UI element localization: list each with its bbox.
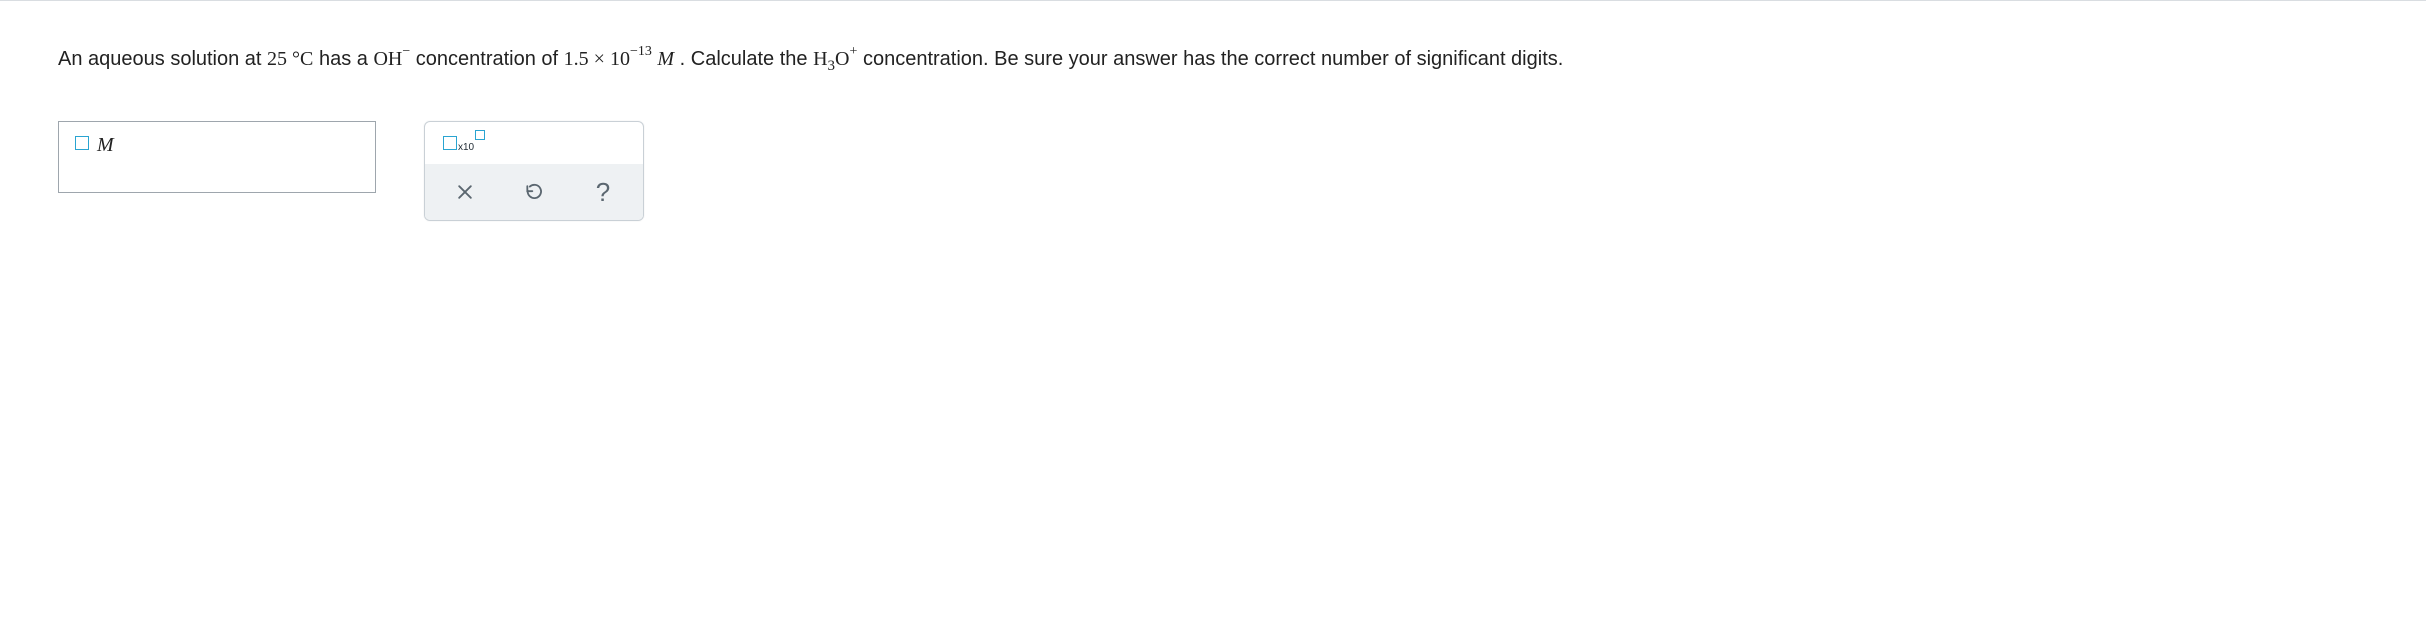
q-conc-base: 10 (610, 48, 630, 70)
q-species2-h: H (813, 48, 827, 70)
input-toolbox: x10 ? (424, 121, 644, 221)
toolbox-row-formats: x10 (425, 122, 643, 164)
q-conc-exp: −13 (630, 44, 652, 59)
q-text-pre: An aqueous solution at (58, 48, 267, 70)
q-text-mid3: . Calculate the (680, 48, 813, 70)
q-conc-times: × (589, 48, 610, 70)
q-species1-base: OH (373, 48, 402, 70)
q-text-mid2: concentration of (416, 48, 564, 70)
clear-button[interactable] (447, 174, 483, 210)
reset-button[interactable] (516, 174, 552, 210)
sci-x10-label: x10 (458, 142, 474, 153)
q-temp-unit: °C (287, 48, 313, 70)
q-conc: 1.5 × 10−13 (564, 48, 652, 70)
q-temp-value: 25 (267, 48, 287, 70)
toolbox-row-actions: ? (425, 164, 643, 220)
q-text-tail: concentration. Be sure your answer has t… (863, 48, 1563, 70)
sci-base-icon (443, 136, 457, 150)
q-conc-unit: M (657, 48, 674, 70)
q-text-mid1: has a (319, 48, 373, 70)
sci-exponent-icon (475, 130, 485, 140)
answer-input-box[interactable]: M (58, 121, 376, 193)
q-conc-coeff: 1.5 (564, 48, 589, 70)
answer-placeholder-icon (75, 136, 89, 150)
q-species1-sup: − (402, 44, 410, 59)
help-button[interactable]: ? (585, 174, 621, 210)
work-area: M x10 (58, 121, 2368, 221)
close-icon (455, 182, 475, 202)
q-species2-sub: 3 (828, 58, 836, 74)
q-species2-o: O (835, 48, 849, 70)
answer-unit: M (97, 134, 114, 157)
q-species2-sup: + (849, 44, 857, 59)
undo-icon (524, 182, 544, 202)
scientific-notation-button[interactable]: x10 (439, 132, 489, 154)
question-text: An aqueous solution at 25 °C has a OH− c… (58, 39, 2368, 79)
q-species1: OH− (373, 48, 410, 70)
q-species2: H3O+ (813, 48, 857, 70)
question-panel: An aqueous solution at 25 °C has a OH− c… (0, 1, 2426, 261)
help-icon: ? (596, 177, 610, 208)
